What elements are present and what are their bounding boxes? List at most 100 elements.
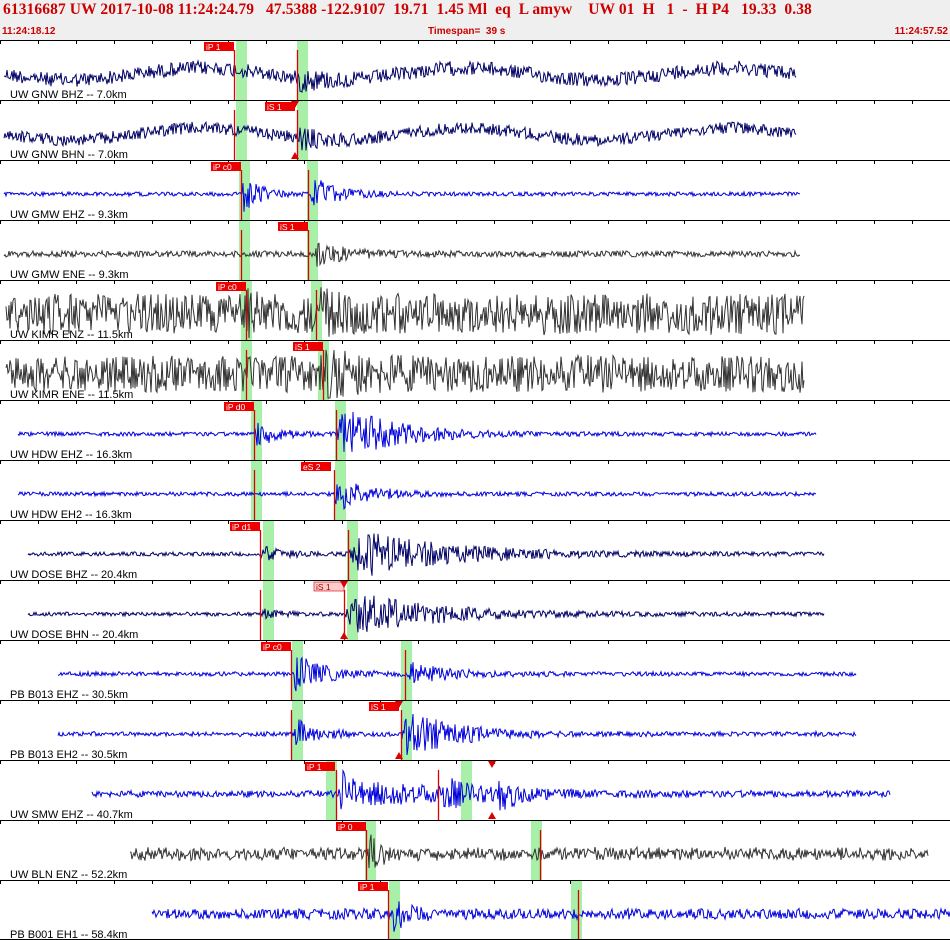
waveform (3, 59, 797, 93)
waveform (17, 411, 817, 452)
channel-label: UW BLN ENZ -- 52.2km (10, 869, 127, 881)
arrival-window (292, 701, 303, 760)
pick-triangle-bottom (488, 812, 496, 819)
start-time: 11:24:18.12 (2, 26, 56, 37)
channel-label: UW DOSE BHN -- 20.4km (10, 629, 138, 641)
arrival-window (389, 881, 400, 940)
trace-panel: eS 2 UW HDW EH2 -- 16.3km (0, 460, 950, 521)
pick-label: eS 2 (303, 462, 321, 472)
arrival-window (326, 761, 337, 820)
arrival-window (307, 161, 318, 220)
pick-label: iP 1 (307, 762, 322, 772)
trace-panel: iP 1 UW GNW BHZ -- 7.0km (0, 40, 950, 101)
waveform (17, 483, 816, 510)
trace-panel: iS 1 UW KIMR ENE -- 11.5km (0, 340, 950, 401)
arrival-window (571, 881, 582, 940)
pick-triangle-bottom (291, 152, 299, 159)
channel-label: PB B013 EH2 -- 30.5km (10, 749, 127, 761)
pick-triangle-top (340, 581, 348, 588)
waveform (27, 595, 825, 633)
pick-label-box (204, 42, 234, 51)
arrival-window (297, 101, 308, 160)
trace-panel: iP 0 UW BLN ENZ -- 52.2km (0, 820, 950, 881)
pick-label: iP 1 (360, 882, 375, 892)
pick-label: iP c0 (218, 282, 237, 292)
pick-label: iS 1 (371, 702, 386, 712)
pick-label-box (305, 762, 335, 771)
pick-label-box (369, 702, 399, 711)
pick-label-box (301, 462, 331, 471)
pick-label-box (211, 162, 241, 171)
pick-label-box (216, 282, 246, 291)
event-header: 61316687 UW 2017-10-08 11:24:24.79 47.53… (0, 0, 950, 41)
trace-panel: iS 1 PB B013 EH2 -- 30.5km (0, 700, 950, 761)
waveform (57, 656, 857, 692)
channel-label: UW GMW EHZ -- 9.3km (10, 209, 128, 221)
arrival-window (307, 221, 318, 280)
pick-label-box (265, 102, 295, 111)
trace-panel: iP c0 UW GMW EHZ -- 9.3km (0, 160, 950, 221)
waveform (27, 533, 825, 576)
pick-label: iS 1 (280, 222, 295, 232)
waveform (3, 180, 801, 212)
arrival-window (365, 821, 376, 880)
pick-label-box (278, 222, 308, 231)
arrival-window (251, 461, 262, 520)
trace-panel: iS 1 UW GNW BHN -- 7.0km (0, 100, 950, 161)
trace-panels: iP 1 UW GNW BHZ -- 7.0km iS 1 UW GNW BHN --… (0, 40, 950, 940)
pick-label: iP 0 (338, 822, 353, 832)
waveform (91, 768, 891, 811)
arrival-window (239, 221, 250, 280)
waveform (5, 287, 805, 339)
waveform (151, 901, 950, 932)
channel-label: UW GNW BHZ -- 7.0km (10, 89, 127, 101)
waveform (5, 349, 805, 399)
trace-panel: iP c0 PB B013 EHZ -- 30.5km (0, 640, 950, 701)
pick-label: iP d0 (226, 402, 245, 412)
waveform (129, 834, 929, 869)
pick-label: iP c0 (263, 642, 282, 652)
waveform (57, 713, 857, 755)
channel-label: UW DOSE BHZ -- 20.4km (10, 569, 137, 581)
pick-triangle-bottom (340, 632, 348, 639)
waveform (3, 242, 801, 267)
pick-label-box (358, 882, 388, 891)
pick-label-box (261, 642, 291, 651)
channel-label: UW KIMR ENZ -- 11.5km (10, 329, 133, 341)
channel-label: UW HDW EHZ -- 16.3km (10, 449, 132, 461)
pick-label-box (230, 522, 260, 531)
trace-panel: iP 1 PB B001 EH1 -- 58.4km (0, 880, 950, 940)
end-time: 11:24:57.52 (894, 26, 948, 37)
trace-panel: iP d1 UW DOSE BHZ -- 20.4km (0, 520, 950, 581)
timespan: Timespan= 39 s (428, 26, 506, 37)
pick-label: iP 1 (206, 42, 221, 52)
channel-label: PB B001 EH1 -- 58.4km (10, 929, 127, 940)
pick-label: iP d1 (232, 522, 251, 532)
arrival-window (239, 161, 250, 220)
channel-label: UW SMW EHZ -- 40.7km (10, 809, 133, 821)
pick-triangle-top (291, 101, 299, 108)
channel-label: PB B013 EHZ -- 30.5km (10, 689, 128, 701)
pick-label: iP c0 (213, 162, 232, 172)
trace-panel: iS 1 UW DOSE BHN -- 20.4km (0, 580, 950, 641)
pick-label: iS 1 (316, 582, 331, 592)
pick-label-box (224, 402, 254, 411)
trace-panel: iS 1 UW GMW ENE -- 9.3km (0, 220, 950, 281)
channel-label: UW HDW EH2 -- 16.3km (10, 509, 132, 521)
arrival-window (347, 521, 358, 580)
waveform (3, 121, 797, 151)
arrival-window (251, 401, 262, 460)
arrival-window (297, 41, 308, 100)
pick-label: iS 1 (267, 102, 282, 112)
pick-triangle-top (395, 701, 403, 708)
trace-panel: iP c0 UW KIMR ENZ -- 11.5km (0, 280, 950, 341)
pick-triangle-bottom (395, 752, 403, 759)
channel-label: UW KIMR ENE -- 11.5km (10, 389, 133, 401)
event-info: 61316687 UW 2017-10-08 11:24:24.79 47.53… (3, 1, 812, 18)
pick-label-box (293, 342, 323, 351)
pick-label: iS 1 (295, 342, 310, 352)
pick-label-box (336, 822, 366, 831)
arrival-window (401, 641, 412, 700)
arrival-window (263, 521, 274, 580)
